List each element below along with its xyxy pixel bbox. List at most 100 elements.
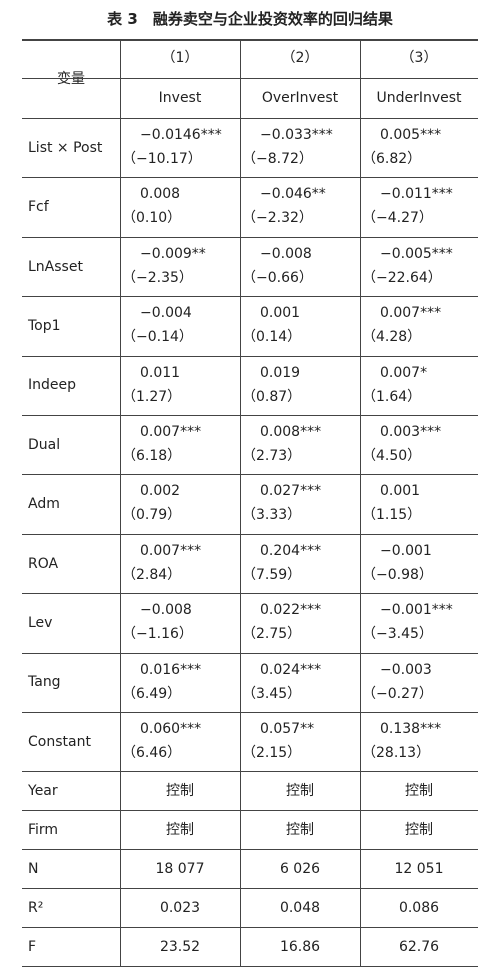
rule — [240, 849, 241, 889]
column-number: （3） — [400, 50, 438, 66]
coefficient: 0.016*** — [140, 661, 202, 678]
t-statistic: （7.59） — [242, 566, 302, 583]
cell-value: 16.86 — [279, 938, 321, 955]
rule — [120, 712, 121, 772]
t-statistic: （6.49） — [122, 685, 182, 702]
t-statistic: （1.27） — [122, 388, 182, 405]
rule — [120, 652, 121, 712]
cell-value: 控制 — [166, 782, 194, 799]
rule — [240, 177, 241, 237]
rule — [22, 927, 478, 928]
cell-value: 控制 — [405, 821, 433, 838]
t-statistic: （3.33） — [242, 507, 302, 524]
rule — [120, 474, 121, 534]
row-label: R² — [28, 899, 44, 916]
rule — [22, 653, 478, 654]
coefficient: −0.008 — [260, 245, 312, 262]
rule — [360, 533, 361, 594]
table-title: 表 3 融券卖空与企业投资效率的回归结果 — [107, 10, 393, 28]
rule — [120, 415, 121, 475]
t-statistic: （−2.35） — [122, 269, 193, 286]
rule — [240, 355, 241, 415]
row-label: Dual — [28, 436, 61, 453]
t-statistic: （−4.27） — [362, 210, 433, 227]
t-statistic: （6.46） — [122, 745, 182, 761]
rule — [360, 888, 361, 928]
rule — [360, 296, 361, 356]
rule — [22, 415, 478, 416]
coefficient: 0.007*** — [380, 305, 442, 322]
rule — [120, 39, 121, 118]
coefficient: −0.009** — [140, 245, 206, 262]
row-label: Fcf — [28, 199, 49, 216]
rule — [120, 810, 121, 850]
row-label: LnAsset — [28, 258, 83, 275]
coefficient: 0.007*** — [140, 424, 202, 440]
t-statistic: （3.45） — [242, 685, 302, 702]
rule — [22, 118, 478, 119]
coefficient: −0.033*** — [260, 127, 333, 143]
coefficient: −0.003 — [380, 661, 432, 678]
row-label: List × Post — [28, 139, 103, 156]
coefficient: 0.005*** — [380, 127, 442, 143]
coefficient: 0.060*** — [140, 721, 202, 737]
rule — [22, 296, 478, 297]
cell-value: 18 077 — [155, 860, 205, 877]
cell-value: 0.086 — [398, 899, 440, 916]
coefficient: 0.007* — [380, 364, 428, 381]
row-label: Lev — [28, 614, 53, 631]
t-statistic: （2.75） — [242, 626, 302, 643]
cell-value: 6 026 — [279, 860, 321, 877]
rule — [360, 474, 361, 534]
coefficient: 0.024*** — [260, 661, 322, 678]
t-statistic: （0.10） — [122, 210, 182, 227]
rule — [120, 236, 121, 297]
rule — [240, 236, 241, 297]
cell-value: 控制 — [405, 782, 433, 799]
t-statistic: （6.18） — [122, 448, 182, 464]
rule — [22, 237, 478, 238]
column-number: （1） — [161, 50, 199, 66]
t-statistic: （−2.32） — [242, 210, 313, 227]
cell-value: 23.52 — [159, 938, 201, 955]
cell-value: 12 051 — [394, 860, 444, 877]
t-statistic: （2.73） — [242, 448, 302, 464]
t-statistic: （−8.72） — [242, 151, 313, 167]
row-label: Year — [28, 782, 58, 799]
rule — [120, 593, 121, 653]
rule — [360, 849, 361, 889]
row-label: Top1 — [28, 317, 61, 334]
t-statistic: （−0.14） — [122, 329, 193, 346]
t-statistic: （0.79） — [122, 507, 182, 524]
rule — [360, 810, 361, 850]
rule — [240, 593, 241, 653]
rule — [22, 534, 478, 535]
rule — [240, 771, 241, 811]
coefficient: 0.019 — [260, 364, 301, 381]
coefficient: −0.004 — [140, 305, 192, 322]
rule — [240, 810, 241, 850]
coefficient: 0.008*** — [260, 424, 322, 440]
row-label: F — [28, 938, 37, 955]
coefficient: −0.046** — [260, 186, 326, 203]
rule — [360, 927, 361, 967]
rule — [360, 652, 361, 712]
rule — [22, 39, 478, 41]
cell-value: 控制 — [166, 821, 194, 838]
rule — [120, 849, 121, 889]
rule — [240, 533, 241, 594]
rule — [360, 593, 361, 653]
column-name: Invest — [158, 90, 202, 106]
t-statistic: （0.87） — [242, 388, 302, 405]
coefficient: 0.057** — [260, 721, 315, 737]
row-label: ROA — [28, 555, 59, 572]
cell-value: 控制 — [286, 782, 314, 799]
row-label: Constant — [28, 733, 91, 750]
coefficient: −0.0146*** — [140, 127, 222, 143]
coefficient: −0.011*** — [380, 186, 453, 203]
coefficient: 0.011 — [140, 364, 181, 381]
coefficient: 0.027*** — [260, 483, 322, 500]
coefficient: 0.001 — [260, 305, 301, 322]
t-statistic: （−0.66） — [242, 269, 313, 286]
